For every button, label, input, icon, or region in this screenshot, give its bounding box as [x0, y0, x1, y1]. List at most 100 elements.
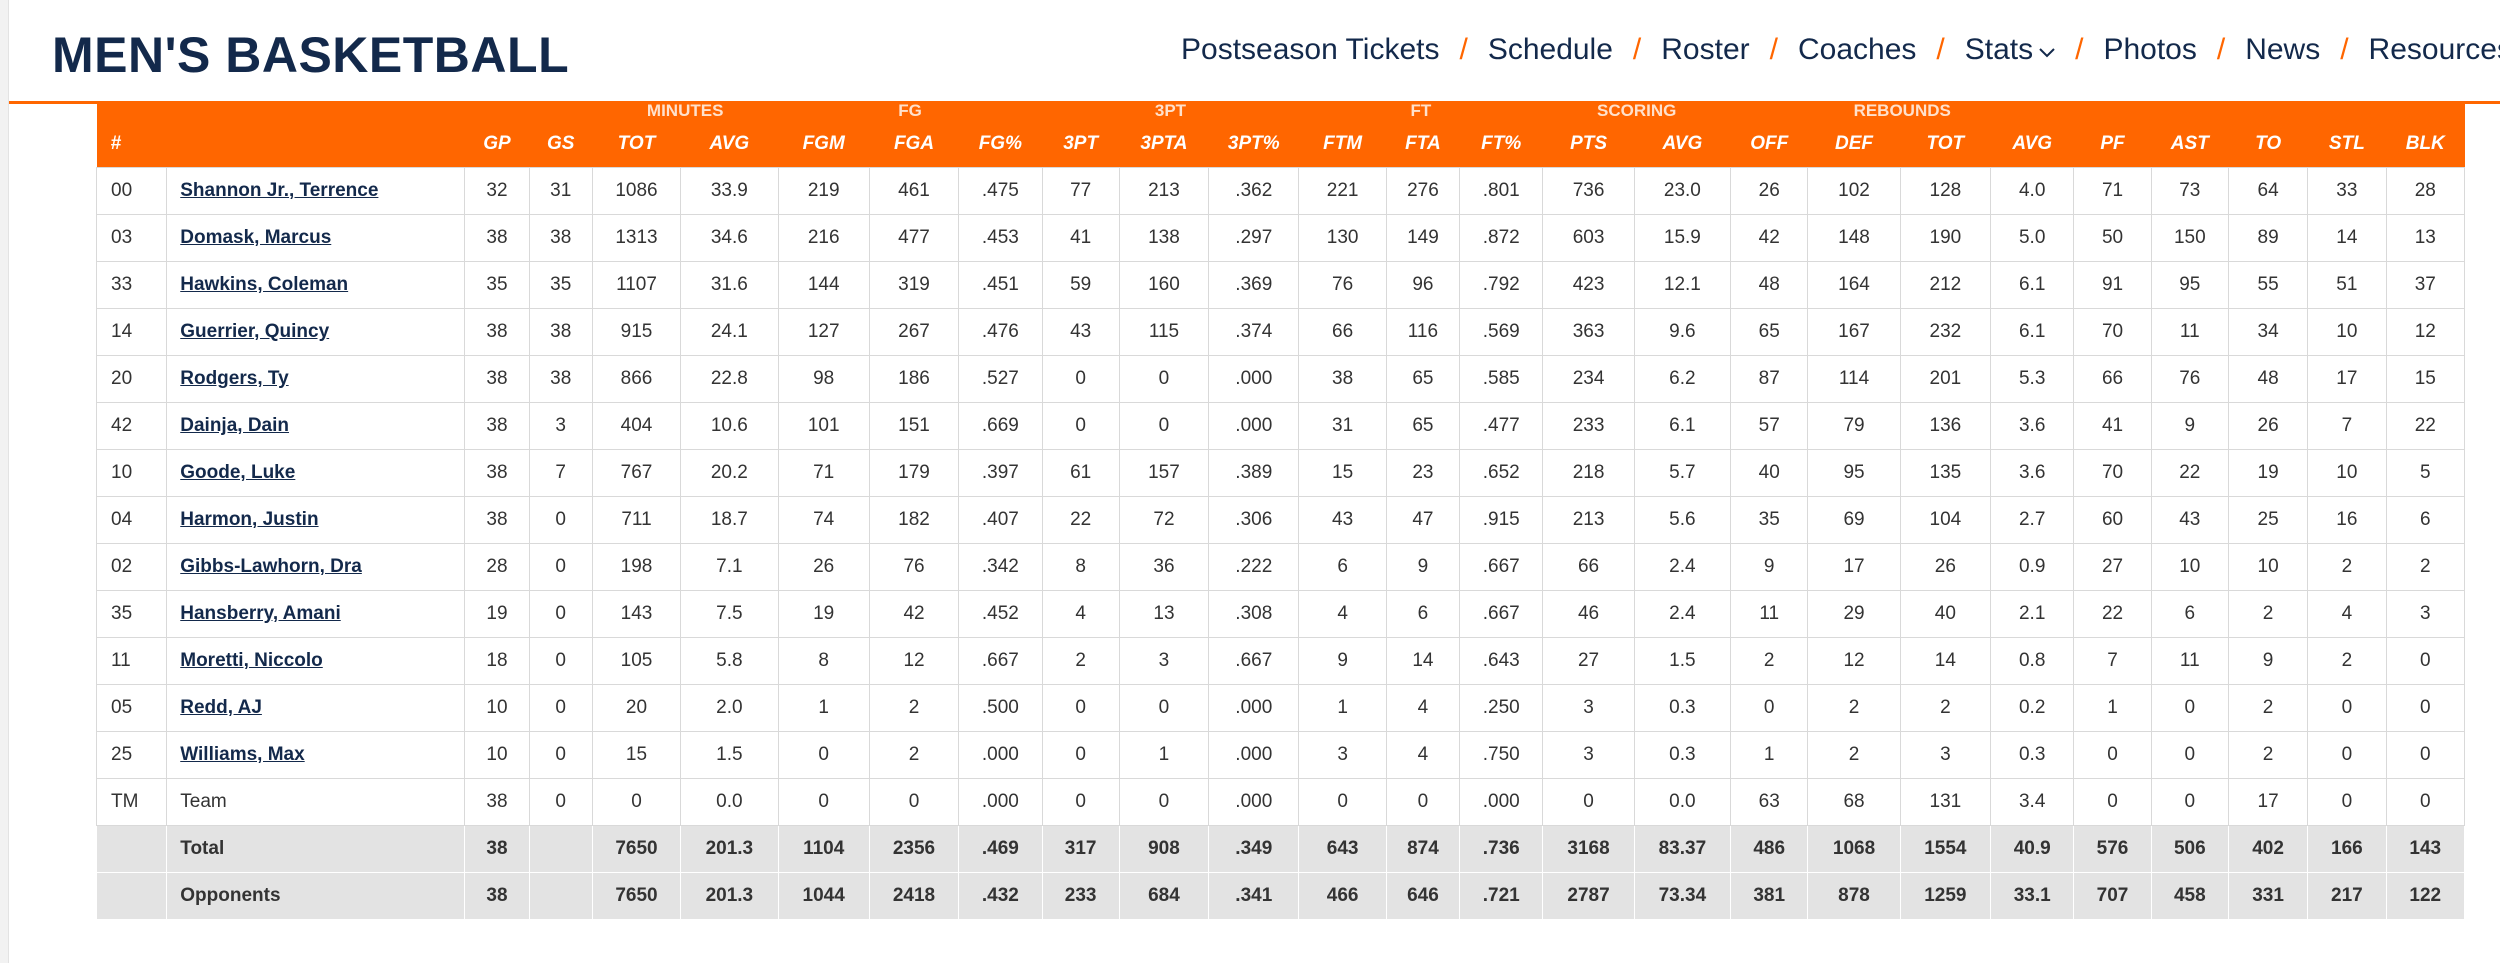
column-header[interactable]: AVG	[1990, 120, 2074, 168]
stat-cell: 6.1	[1633, 402, 1732, 450]
player-link[interactable]: Moretti, Niccolo	[180, 650, 323, 671]
stat-cell: 50	[2073, 214, 2152, 262]
player-link[interactable]: Redd, AJ	[180, 697, 262, 718]
column-header[interactable]: FGA	[869, 120, 959, 168]
stat-cell: 381	[1730, 872, 1809, 920]
stat-cell: 136	[1899, 402, 1992, 450]
stat-cell: 22.8	[680, 355, 779, 403]
player-link[interactable]: Williams, Max	[180, 744, 305, 765]
player-name-cell: Hansberry, Amani	[166, 590, 466, 638]
nav-photos[interactable]: Photos	[2103, 33, 2197, 66]
stat-cell: 38	[464, 825, 530, 873]
column-header[interactable]: 3PT	[1042, 120, 1120, 168]
stat-cell: 37	[2385, 261, 2466, 309]
player-name-cell: Williams, Max	[166, 731, 466, 779]
stat-cell: .452	[958, 590, 1043, 638]
player-link[interactable]: Shannon Jr., Terrence	[180, 180, 379, 201]
column-header[interactable]: GP	[464, 120, 530, 168]
column-header[interactable]: FTM	[1298, 120, 1387, 168]
stat-cell: 217	[2307, 872, 2387, 920]
stat-cell: .527	[958, 355, 1043, 403]
jersey-number-cell: 02	[95, 543, 168, 591]
stat-cell: 3.6	[1990, 449, 2075, 497]
player-name-cell: Moretti, Niccolo	[166, 637, 466, 685]
stat-cell: 404	[591, 402, 682, 450]
column-header[interactable]: OFF	[1730, 120, 1808, 168]
stat-cell: 31	[528, 167, 593, 215]
column-header[interactable]	[166, 120, 465, 168]
stat-cell: 2418	[868, 872, 960, 920]
stat-cell: 3.6	[1990, 402, 2075, 450]
column-header[interactable]: AVG	[680, 120, 779, 168]
column-header[interactable]: TO	[2228, 120, 2308, 168]
column-header[interactable]: FGM	[778, 120, 870, 168]
player-name-cell: Domask, Marcus	[166, 214, 466, 262]
player-link[interactable]: Guerrier, Quincy	[180, 321, 330, 342]
nav-resources[interactable]: Resources	[2368, 33, 2500, 66]
stat-cell: .000	[1459, 778, 1544, 826]
stat-cell: .792	[1459, 261, 1544, 309]
stat-cell: 76	[1298, 261, 1387, 309]
stat-cell: 104	[1899, 496, 1992, 544]
stat-cell: 2	[2307, 637, 2387, 685]
stat-cell: 27	[1542, 637, 1635, 685]
player-link[interactable]: Dainja, Dain	[180, 415, 289, 436]
column-header[interactable]: STL	[2307, 120, 2387, 168]
column-header[interactable]: AVG	[1634, 120, 1731, 168]
stat-cell: 461	[868, 167, 960, 215]
player-link[interactable]: Hawkins, Coleman	[180, 274, 349, 295]
column-header[interactable]: FG%	[958, 120, 1043, 168]
column-header[interactable]: PF	[2073, 120, 2152, 168]
player-link[interactable]: Hansberry, Amani	[180, 603, 341, 624]
nav-news[interactable]: News	[2245, 33, 2321, 66]
stat-cell: 1086	[591, 167, 682, 215]
stat-cell: 2.0	[680, 684, 779, 732]
column-header[interactable]: PTS	[1542, 120, 1635, 168]
column-header[interactable]: AST	[2151, 120, 2229, 168]
column-header[interactable]: FT%	[1459, 120, 1543, 168]
table-row: 20 Rodgers, Ty 38 38 866 22.8 98 186.527 0 0.000 3…	[95, 355, 2466, 403]
site-title[interactable]: MEN'S BASKETBALL	[52, 27, 570, 83]
column-header[interactable]: 3PT%	[1208, 120, 1299, 168]
stat-cell: 3	[2385, 590, 2466, 638]
column-header[interactable]: BLK	[2386, 120, 2465, 168]
jersey-number-cell: TM	[95, 778, 168, 826]
column-header[interactable]: GS	[529, 120, 593, 168]
stat-cell: 38	[1298, 355, 1387, 403]
stat-cell: 1.5	[1633, 637, 1732, 685]
nav-stats[interactable]: Stats	[1965, 33, 2055, 67]
stat-cell: 114	[1807, 355, 1901, 403]
column-header[interactable]: #	[96, 120, 167, 168]
column-header[interactable]: DEF	[1807, 120, 1901, 168]
column-header[interactable]: TOT	[592, 120, 681, 168]
stat-cell: 19	[464, 590, 530, 638]
stat-cell: 10	[464, 731, 530, 779]
stat-cell: 26	[1899, 543, 1992, 591]
stat-cell: 17	[1807, 543, 1901, 591]
column-header[interactable]: 3PTA	[1119, 120, 1209, 168]
player-link[interactable]: Gibbs-Lawhorn, Dra	[180, 556, 362, 577]
nav-schedule[interactable]: Schedule	[1487, 33, 1613, 66]
column-header[interactable]: TOT	[1900, 120, 1991, 168]
stat-cell: 1068	[1807, 825, 1901, 873]
player-link[interactable]: Domask, Marcus	[180, 227, 332, 248]
table-row: 14 Guerrier, Quincy 38 38 915 24.1 127 267.476 4…	[95, 308, 2466, 356]
stat-cell: 1	[1298, 684, 1387, 732]
stat-cell: 40.9	[1990, 825, 2075, 873]
player-link[interactable]: Harmon, Justin	[180, 509, 319, 530]
player-link[interactable]: Goode, Luke	[180, 462, 296, 483]
stat-cell: 28	[464, 543, 530, 591]
stat-cell: 151	[868, 402, 960, 450]
nav-postseason-tickets[interactable]: Postseason Tickets	[1181, 33, 1440, 66]
stat-cell: 12	[2385, 308, 2466, 356]
stat-cell: 232	[1899, 308, 1992, 356]
player-name-cell: Dainja, Dain	[166, 402, 466, 450]
stat-cell	[95, 825, 168, 873]
nav-coaches[interactable]: Coaches	[1797, 33, 1917, 66]
chevron-down-icon	[2039, 38, 2055, 64]
stat-cell: 212	[1899, 261, 1992, 309]
column-header[interactable]: FTA	[1386, 120, 1460, 168]
player-link[interactable]: Rodgers, Ty	[180, 368, 289, 389]
nav-roster[interactable]: Roster	[1661, 33, 1750, 66]
stat-cell: 0.3	[1633, 684, 1732, 732]
